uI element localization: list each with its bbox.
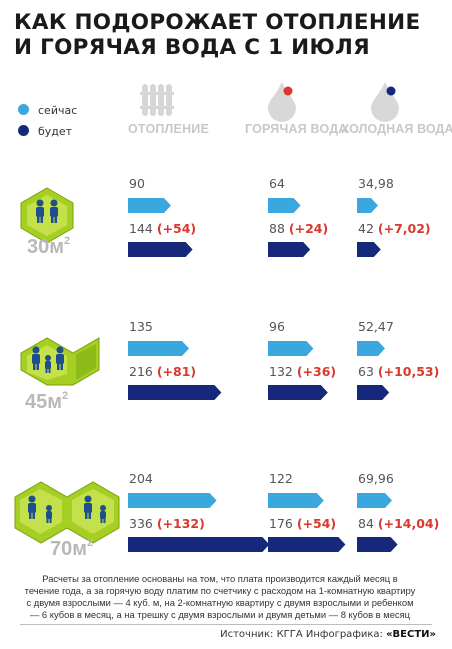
- bar-future-heating: [128, 385, 222, 400]
- value-now-cold-water: 34,98: [358, 176, 394, 191]
- value-delta: (+24): [288, 221, 329, 236]
- value-now-hot-water: 96: [269, 319, 285, 334]
- value-future-number: 88: [269, 221, 289, 236]
- bar-now-hot-water: [268, 198, 301, 213]
- area-label-45: 45м2: [25, 390, 68, 414]
- value-now-cold-water: 69,96: [358, 471, 394, 486]
- bar-now-heating: [128, 493, 217, 508]
- area-70-text: 70м: [50, 538, 88, 560]
- value-now-heating: 204: [129, 471, 153, 486]
- value-future-number: 132: [269, 364, 297, 379]
- value-future-number: 144: [129, 221, 157, 236]
- column-header-hot-water: ГОРЯЧАЯ ВОДА: [245, 122, 348, 136]
- area-30-text: 30м: [27, 236, 65, 258]
- value-future-number: 42: [358, 221, 378, 236]
- value-delta: (+54): [156, 221, 197, 236]
- legend-future-label: будет: [38, 125, 73, 138]
- value-future-hot-water: 176 (+54): [269, 516, 336, 531]
- value-future-cold-water: 84 (+14,04): [358, 516, 439, 531]
- bar-future-hot-water: [268, 242, 311, 257]
- bar-now-hot-water: [268, 493, 324, 508]
- value-delta: (+132): [156, 516, 205, 531]
- value-delta: (+7,02): [377, 221, 431, 236]
- methodology-note: Расчеты за отопление основаны на том, чт…: [8, 573, 432, 621]
- value-future-number: 336: [129, 516, 157, 531]
- area-label-70: 70м2: [50, 537, 93, 561]
- hot-water-drop-icon: [268, 82, 296, 122]
- bar-now-cold-water: [357, 493, 392, 508]
- divider: [20, 624, 432, 625]
- value-now-hot-water: 64: [269, 176, 285, 191]
- title-line-2: И ГОРЯЧАЯ ВОДА С 1 ИЮЛЯ: [14, 35, 371, 60]
- value-future-number: 63: [358, 364, 378, 379]
- note-line: Расчеты за отопление основаны на том, чт…: [42, 573, 398, 584]
- bar-now-heating: [128, 198, 171, 213]
- bar-future-heating: [128, 537, 270, 552]
- bar-future-heating: [128, 242, 193, 257]
- value-future-heating: 216 (+81): [129, 364, 196, 379]
- bar-now-cold-water: [357, 341, 385, 356]
- page-title: КАК ПОДОРОЖАЕТ ОТОПЛЕНИЕ И ГОРЯЧАЯ ВОДА …: [14, 10, 444, 60]
- apartment-30-icon: [20, 187, 74, 244]
- value-now-cold-water: 52,47: [358, 319, 394, 334]
- bar-now-cold-water: [357, 198, 378, 213]
- note-line: с двумя взрослыми — 4 куб. м, на 2-комна…: [26, 597, 414, 608]
- source-brand: «ВЕСТИ»: [386, 629, 436, 640]
- value-delta: (+10,53): [377, 364, 440, 379]
- bar-future-cold-water: [357, 242, 381, 257]
- bar-now-hot-water: [268, 341, 314, 356]
- legend-now-label: сейчас: [38, 104, 78, 117]
- area-45-sup: 2: [62, 390, 69, 402]
- title-line-1: КАК ПОДОРОЖАЕТ ОТОПЛЕНИЕ: [14, 10, 421, 35]
- bar-future-hot-water: [268, 385, 328, 400]
- value-delta: (+81): [156, 364, 197, 379]
- value-future-number: 216: [129, 364, 157, 379]
- legend-item-now: сейчас: [18, 104, 77, 117]
- column-header-heating: ОТОПЛЕНИЕ: [128, 122, 210, 136]
- area-45-text: 45м: [25, 391, 63, 413]
- apartment-70-icon: [14, 481, 120, 544]
- area-label-30: 30м2: [27, 235, 70, 259]
- note-line: течение года, а за горячую воду платим п…: [24, 585, 416, 596]
- bars-layer: [128, 198, 398, 552]
- bar-future-cold-water: [357, 385, 390, 400]
- radiator-icon: [140, 84, 174, 116]
- bar-future-hot-water: [268, 537, 346, 552]
- legend-now-swatch: [18, 104, 29, 115]
- legend-future-swatch: [18, 125, 29, 136]
- column-header-cold-water: ХОЛОДНАЯ ВОДА: [341, 122, 452, 136]
- area-70-sup: 2: [87, 537, 94, 549]
- cold-water-drop-icon: [371, 82, 399, 122]
- value-delta: (+36): [296, 364, 337, 379]
- value-future-number: 84: [358, 516, 378, 531]
- apartment-45-icon: [20, 337, 100, 386]
- value-delta: (+54): [296, 516, 337, 531]
- source-prefix: Источник: КГГА Инфографика:: [220, 629, 383, 640]
- value-future-cold-water: 42 (+7,02): [358, 221, 431, 236]
- value-future-cold-water: 63 (+10,53): [358, 364, 439, 379]
- value-now-heating: 90: [129, 176, 145, 191]
- value-future-number: 176: [269, 516, 297, 531]
- area-30-sup: 2: [64, 235, 71, 247]
- note-line: — 6 кубов в месяц, а на трешку с двумя в…: [29, 609, 411, 620]
- legend-item-future: будет: [18, 125, 72, 138]
- value-future-hot-water: 88 (+24): [269, 221, 328, 236]
- bar-future-cold-water: [357, 537, 398, 552]
- value-delta: (+14,04): [377, 516, 440, 531]
- value-now-hot-water: 122: [269, 471, 293, 486]
- bar-now-heating: [128, 341, 189, 356]
- value-future-hot-water: 132 (+36): [269, 364, 336, 379]
- value-future-heating: 336 (+132): [129, 516, 205, 531]
- value-now-heating: 135: [129, 319, 153, 334]
- source-credit: Источник: КГГА Инфографика: «ВЕСТИ»: [220, 629, 436, 640]
- value-future-heating: 144 (+54): [129, 221, 196, 236]
